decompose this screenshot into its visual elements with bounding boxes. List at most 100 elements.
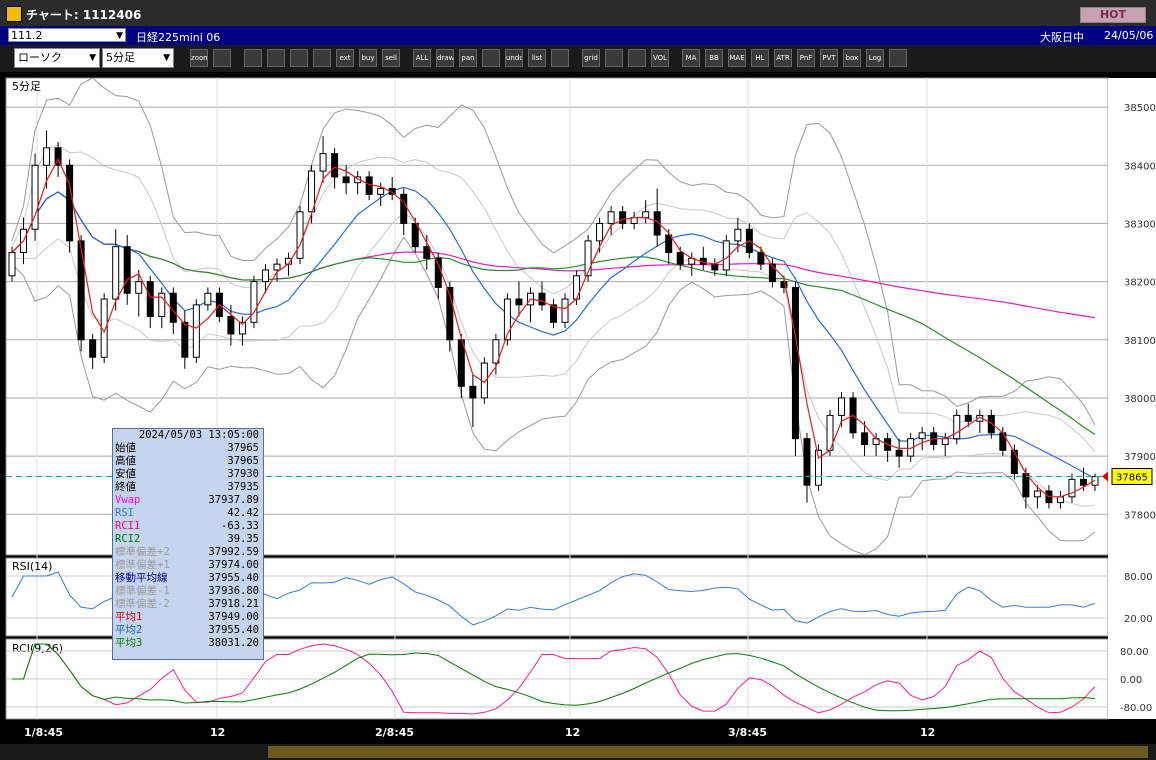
chart-type-select[interactable]: ローソク ▼ [14, 48, 100, 68]
candle-body [550, 304, 557, 323]
tool-search-q-button[interactable] [267, 49, 285, 67]
candle-body [319, 153, 327, 172]
data-window-key: RCI1 [115, 520, 141, 532]
data-window-row: 標準偏差+2 37992.59 [113, 546, 263, 559]
candle-body [377, 188, 385, 195]
symbol-info-bar: 111.2 ▼ 日経225mini 06 大阪日中 24/05/06 [0, 26, 1156, 45]
data-window-key: 標準偏差-2 [115, 598, 170, 610]
candle-body [8, 252, 16, 277]
tool-all-button[interactable]: ALL [413, 49, 431, 67]
bollinger-lower-line [11, 236, 1096, 556]
tool-compare-button[interactable] [313, 49, 331, 67]
tool-export-button[interactable] [889, 49, 907, 67]
date-label: 24/05/06 [1104, 29, 1154, 42]
data-window-value: 37949.00 [208, 611, 259, 623]
price-tick-label: 38500 [1124, 103, 1156, 114]
data-window-key: 高値 [115, 455, 136, 467]
tool-box-button[interactable]: box [843, 49, 861, 67]
candle-body [77, 240, 85, 341]
chevron-down-icon: ▼ [163, 53, 170, 63]
tool-palette-button[interactable] [628, 49, 646, 67]
data-window-key: Vwap [115, 494, 141, 506]
tool-zoom-button[interactable]: zoom [190, 49, 208, 67]
data-window-value: 37937.89 [208, 494, 259, 506]
tool-mae-button[interactable]: MAE [728, 49, 746, 67]
price-axis-bg [1108, 78, 1156, 719]
candle-body [1010, 449, 1018, 475]
candle-body [158, 292, 166, 317]
candle-body [538, 292, 546, 306]
candle-body [331, 153, 339, 178]
period-value: 5分足 [106, 51, 135, 64]
tool-log-button[interactable]: Log [866, 49, 884, 67]
data-window-row: 始値 37965 [113, 442, 263, 455]
tool-candle-button[interactable] [244, 49, 262, 67]
candle-body [31, 164, 39, 230]
data-window-row: 標準偏差-2 37918.21 [113, 598, 263, 611]
candle-body [227, 316, 235, 335]
tool-bar-width-button[interactable] [213, 49, 231, 67]
symbol-code-value: 111.2 [11, 29, 43, 42]
candle-body [838, 397, 846, 416]
candle-body [676, 252, 684, 265]
candle-body [803, 438, 811, 486]
candle-body [43, 147, 51, 166]
data-window-value: 42.42 [227, 507, 259, 519]
tool-list-button[interactable]: list [528, 49, 546, 67]
candle-body [342, 176, 350, 184]
hot-button[interactable]: HOT [1080, 7, 1146, 23]
tool-cursor-button[interactable] [482, 49, 500, 67]
data-window-rows: 始値 37965 高値 37965 安値 37930 終値 37935 Vwap 37937.89… [113, 442, 263, 650]
tool-chart-type-button[interactable] [290, 49, 308, 67]
data-window-row: 移動平均線 37955.40 [113, 572, 263, 585]
tool-buy-button[interactable]: buy [359, 49, 377, 67]
data-window-row: 終値 37935 [113, 481, 263, 494]
data-window-key: 平均1 [115, 611, 143, 623]
candle-body [757, 252, 765, 265]
candle-body [780, 281, 788, 288]
price-tick-label: 38200 [1124, 278, 1156, 289]
tool-ext-button[interactable]: ext [336, 49, 354, 67]
tool-color-button[interactable] [605, 49, 623, 67]
tool-sell-button[interactable]: sell [382, 49, 400, 67]
tool-grid-button[interactable]: grid [582, 49, 600, 67]
tool-pan-button[interactable]: pan [459, 49, 477, 67]
data-window-value: 37965 [227, 455, 259, 467]
data-window-row: RSI 42.42 [113, 507, 263, 520]
candle-body [711, 263, 719, 271]
x-axis-label: 12 [210, 726, 226, 739]
x-axis-label: 2/8:45 [375, 726, 415, 739]
tool-ma-button[interactable]: MA [682, 49, 700, 67]
tool-atr-button[interactable]: ATR [774, 49, 792, 67]
rsi-panel-label: RSI(14) [12, 560, 52, 573]
symbol-code-select[interactable]: 111.2 ▼ [8, 28, 126, 42]
navigator-bar[interactable] [0, 744, 1156, 760]
data-window-value: 37965 [227, 442, 259, 454]
candle-body [987, 414, 995, 434]
x-axis-label: 1/8:45 [24, 726, 64, 739]
current-price-arrow [1102, 471, 1108, 482]
tool-hl-button[interactable]: HL [751, 49, 769, 67]
price-tick-label: 38000 [1124, 394, 1156, 405]
period-select[interactable]: 5分足 ▼ [102, 48, 174, 68]
navigator-range[interactable] [268, 746, 1148, 758]
candle-body [791, 286, 799, 440]
candle-body [146, 281, 154, 318]
tool-pnf-button[interactable]: PnF [797, 49, 815, 67]
data-window-value: 37992.59 [208, 546, 259, 558]
x-axis: 1/8:45 12 2/8:45 12 3/8:45 12 [0, 722, 1156, 744]
candle-body [1022, 473, 1030, 498]
data-window: 2024/05/03 13:05:00 始値 37965 高値 37965 安値 3793… [112, 428, 264, 660]
price-tick-label: 37900 [1124, 452, 1156, 463]
tool-bb-button[interactable]: BB [705, 49, 723, 67]
data-window-value: 37918.21 [208, 598, 259, 610]
tool-undo-button[interactable]: undo [505, 49, 523, 67]
candle-body [135, 281, 143, 294]
tool-draw-button[interactable]: draw [436, 49, 454, 67]
candle-body [204, 292, 212, 306]
tool-trash-button[interactable] [551, 49, 569, 67]
current-price-label: 37865 [1116, 472, 1148, 483]
candle-body [434, 257, 442, 288]
tool-pvt-button[interactable]: PVT [820, 49, 838, 67]
tool-vol-button[interactable]: VOL [651, 49, 669, 67]
